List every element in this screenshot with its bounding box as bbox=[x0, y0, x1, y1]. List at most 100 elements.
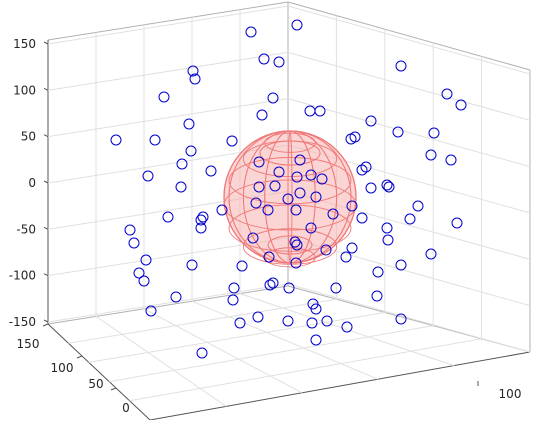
data-point bbox=[195, 222, 207, 234]
data-point bbox=[258, 53, 270, 65]
data-point bbox=[253, 181, 265, 193]
z-tick-mark bbox=[43, 87, 49, 91]
data-point bbox=[345, 133, 357, 145]
data-point bbox=[252, 311, 264, 323]
data-point bbox=[310, 334, 322, 346]
data-point bbox=[356, 164, 368, 176]
data-point bbox=[228, 282, 240, 294]
data-point bbox=[455, 99, 467, 111]
data-point bbox=[291, 171, 303, 183]
data-point bbox=[205, 165, 217, 177]
z-tick-mark bbox=[43, 41, 49, 45]
data-point bbox=[124, 224, 136, 236]
data-point bbox=[149, 134, 161, 146]
grid-line bbox=[47, 5, 289, 45]
data-point bbox=[264, 279, 276, 291]
box-edge-front bbox=[47, 323, 151, 421]
data-point bbox=[305, 169, 317, 181]
data-points bbox=[110, 19, 467, 359]
data-point bbox=[227, 294, 239, 306]
data-point bbox=[346, 200, 358, 212]
grid-line bbox=[239, 293, 455, 367]
data-point bbox=[445, 154, 457, 166]
grid-line bbox=[88, 311, 385, 363]
data-point bbox=[250, 197, 262, 209]
data-point bbox=[283, 282, 295, 294]
z-axis-ticks: 150 100 50 0 -50 -100 -150 bbox=[9, 37, 49, 329]
data-point bbox=[290, 257, 302, 269]
data-point bbox=[282, 315, 294, 327]
x-tick-label: 100 bbox=[499, 387, 522, 401]
data-point bbox=[267, 92, 279, 104]
data-point bbox=[290, 204, 302, 216]
y-tick-label: 50 bbox=[88, 377, 103, 391]
data-point bbox=[425, 248, 437, 260]
data-point bbox=[273, 166, 285, 178]
grid-line bbox=[191, 300, 379, 380]
y-tick-mark bbox=[110, 387, 117, 391]
data-point bbox=[189, 73, 201, 85]
data-point bbox=[314, 105, 326, 117]
data-point bbox=[383, 181, 395, 193]
z-tick-label: -50 bbox=[16, 222, 36, 236]
grid-line bbox=[287, 51, 531, 121]
data-point bbox=[441, 88, 453, 100]
sphere-latitude bbox=[264, 132, 316, 153]
data-point bbox=[282, 193, 294, 205]
grid-line bbox=[109, 325, 434, 383]
box-edge bbox=[47, 285, 289, 325]
data-point bbox=[133, 267, 145, 279]
data-point bbox=[404, 213, 416, 225]
data-point bbox=[291, 19, 303, 31]
data-point bbox=[140, 254, 152, 266]
data-point bbox=[451, 217, 463, 229]
data-point bbox=[234, 317, 246, 329]
data-point bbox=[316, 173, 328, 185]
y-tick-mark bbox=[76, 355, 83, 359]
data-point bbox=[412, 200, 424, 212]
z-tick-mark bbox=[43, 319, 49, 323]
data-point bbox=[128, 237, 140, 249]
data-point bbox=[341, 321, 353, 333]
y-tick-label: 0 bbox=[122, 401, 130, 415]
data-point bbox=[304, 105, 316, 117]
data-point bbox=[273, 56, 285, 68]
data-point bbox=[256, 109, 268, 121]
z-tick-mark bbox=[43, 273, 49, 277]
data-point bbox=[185, 145, 197, 157]
data-point bbox=[395, 259, 407, 271]
sphere-latitude bbox=[242, 228, 338, 265]
grid-line bbox=[143, 308, 303, 394]
grid-line bbox=[95, 315, 227, 407]
sphere-longitude bbox=[228, 130, 352, 264]
data-point bbox=[320, 244, 332, 256]
data-point bbox=[294, 187, 306, 199]
data-point bbox=[356, 212, 368, 224]
y-tick-mark bbox=[42, 323, 49, 327]
data-point bbox=[365, 115, 377, 127]
grid-line bbox=[47, 51, 289, 91]
data-point bbox=[289, 236, 301, 248]
grid-line bbox=[287, 98, 531, 168]
data-point bbox=[425, 149, 437, 161]
z-tick-label: 0 bbox=[28, 176, 36, 190]
grid-line bbox=[47, 98, 289, 138]
data-point bbox=[236, 260, 248, 272]
data-point bbox=[340, 251, 352, 263]
data-point bbox=[262, 204, 274, 216]
data-point bbox=[138, 275, 150, 287]
data-point bbox=[327, 208, 339, 220]
data-point bbox=[170, 291, 182, 303]
data-point bbox=[428, 127, 440, 139]
grid-line bbox=[129, 338, 482, 402]
z-tick-label: 50 bbox=[21, 130, 36, 144]
sphere-latitude bbox=[228, 204, 352, 252]
y-axis-ticks: 150 100 50 0 bbox=[17, 323, 151, 423]
axes-box bbox=[47, 1, 531, 421]
sphere-top-cap bbox=[259, 140, 321, 166]
data-point bbox=[226, 135, 238, 147]
data-point bbox=[330, 282, 342, 294]
x-axis-ticks: 100 bbox=[477, 381, 522, 401]
